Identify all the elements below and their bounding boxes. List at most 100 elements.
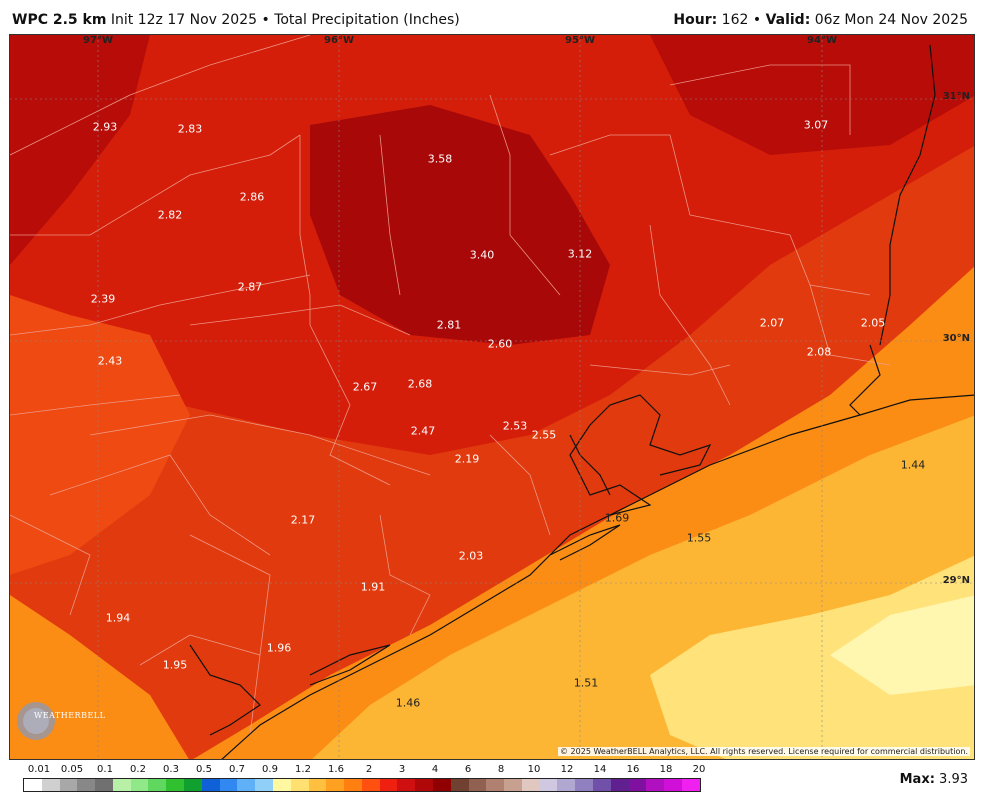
precip-value: 2.60 bbox=[487, 337, 513, 351]
lon-label-95w: 95°W bbox=[565, 35, 595, 46]
title-separator: • bbox=[261, 12, 270, 28]
legend-swatch bbox=[628, 779, 647, 791]
graticule bbox=[10, 35, 974, 759]
precip-value: 2.81 bbox=[436, 318, 462, 332]
legend-swatch bbox=[344, 779, 362, 791]
legend-swatch bbox=[557, 779, 576, 791]
lon-label-97w: 97°W bbox=[83, 35, 113, 46]
legend-tick-label: 0.1 bbox=[97, 764, 113, 775]
precip-field-ne bbox=[650, 35, 974, 155]
legend-swatch bbox=[148, 779, 167, 791]
precip-field-west bbox=[10, 295, 190, 575]
precip-value: 1.46 bbox=[395, 696, 421, 710]
legend-swatch bbox=[539, 779, 558, 791]
legend-swatch bbox=[59, 779, 78, 791]
legend-swatch bbox=[379, 779, 398, 791]
legend-swatch bbox=[237, 779, 256, 791]
precip-field-offshore-min bbox=[830, 595, 974, 695]
legend-swatch bbox=[504, 779, 522, 791]
precip-field-nw bbox=[10, 35, 150, 265]
legend-tick-label: 18 bbox=[659, 764, 673, 775]
legend-swatch bbox=[95, 779, 113, 791]
legend-swatch bbox=[255, 779, 273, 791]
legend-swatch bbox=[219, 779, 238, 791]
legend-swatch bbox=[415, 779, 433, 791]
precip-field-core bbox=[310, 105, 610, 345]
precip-value: 2.07 bbox=[759, 316, 785, 330]
valid-time-block: Hour: 162 • Valid: 06z Mon 24 Nov 2025 bbox=[673, 12, 968, 28]
lat-label-29n: 29°N bbox=[942, 575, 970, 586]
precip-value: 2.05 bbox=[860, 316, 886, 330]
precip-value: 1.51 bbox=[573, 676, 599, 690]
legend-tick-label: 4 bbox=[431, 764, 439, 775]
precip-value: 2.82 bbox=[157, 208, 183, 222]
legend-swatch bbox=[397, 779, 416, 791]
precip-legend: 0.01 0.05 0.1 0.2 0.3 0.5 0.7 0.9 1.2 1.6 2 3 4 6 8 10 1… bbox=[23, 764, 706, 794]
precip-map: 97°W 96°W 95°W 94°W 31°N 30°N 29°N 2.93 … bbox=[9, 34, 975, 760]
legend-swatch bbox=[450, 779, 469, 791]
hour-label: Hour: bbox=[673, 12, 718, 28]
legend-tick-label: 1.6 bbox=[328, 764, 344, 775]
model-name: WPC 2.5 km bbox=[12, 12, 107, 28]
lat-label-31n: 31°N bbox=[942, 91, 970, 102]
legend-swatch bbox=[77, 779, 96, 791]
legend-swatch bbox=[112, 779, 131, 791]
legend-swatch bbox=[610, 779, 629, 791]
legend-tick-label: 10 bbox=[527, 764, 541, 775]
precip-value: 2.17 bbox=[290, 513, 316, 527]
precip-value: 1.91 bbox=[360, 580, 386, 594]
max-value: 3.93 bbox=[939, 772, 968, 787]
legend-tick-label: 2 bbox=[365, 764, 373, 775]
legend-tick-label: 14 bbox=[593, 764, 607, 775]
legend-tick-label: 0.3 bbox=[163, 764, 179, 775]
precip-value: 1.44 bbox=[900, 458, 926, 472]
legend-tick-label: 16 bbox=[626, 764, 640, 775]
precip-value: 2.53 bbox=[502, 419, 528, 433]
lat-label-30n: 30°N bbox=[942, 333, 970, 344]
init-time: Init 12z 17 Nov 2025 bbox=[110, 12, 258, 28]
coastline bbox=[189, 44, 974, 759]
hour-value: 162 bbox=[721, 12, 749, 28]
legend-swatch bbox=[184, 779, 202, 791]
legend-swatch bbox=[308, 779, 327, 791]
valid-separator: • bbox=[752, 12, 762, 28]
legend-swatch bbox=[681, 779, 700, 791]
valid-value: 06z Mon 24 Nov 2025 bbox=[814, 12, 968, 28]
precip-value: 2.83 bbox=[177, 122, 203, 136]
precip-value: 2.43 bbox=[97, 354, 123, 368]
precip-value: 1.55 bbox=[686, 531, 712, 545]
precip-value: 2.86 bbox=[239, 190, 265, 204]
precip-value: 1.96 bbox=[266, 641, 292, 655]
legend-swatch bbox=[486, 779, 505, 791]
legend-tick-label: 0.9 bbox=[262, 764, 278, 775]
map-title: WPC 2.5 km Init 12z 17 Nov 2025 • Total … bbox=[12, 12, 460, 28]
legend-swatch bbox=[521, 779, 540, 791]
precip-value: 2.93 bbox=[92, 120, 118, 134]
legend-swatch bbox=[593, 779, 611, 791]
legend-swatch bbox=[130, 779, 149, 791]
precip-value: 2.03 bbox=[458, 549, 484, 563]
precip-value: 2.19 bbox=[454, 452, 480, 466]
precip-value: 2.55 bbox=[531, 428, 557, 442]
precip-value: 2.68 bbox=[407, 377, 433, 391]
precip-value: 2.39 bbox=[90, 292, 116, 306]
legend-tick-label: 0.05 bbox=[60, 764, 84, 775]
precip-value: 3.12 bbox=[567, 247, 593, 261]
precip-value: 3.07 bbox=[803, 118, 829, 132]
weatherbell-logo-icon bbox=[17, 702, 55, 740]
legend-swatch bbox=[432, 779, 451, 791]
precip-value: 2.08 bbox=[806, 345, 832, 359]
legend-swatch bbox=[468, 779, 487, 791]
legend-swatch bbox=[646, 779, 665, 791]
legend-swatch bbox=[24, 779, 42, 791]
legend-swatch bbox=[290, 779, 309, 791]
legend-tick-label: 0.01 bbox=[27, 764, 51, 775]
legend-swatch bbox=[166, 779, 185, 791]
legend-labels: 0.01 0.05 0.1 0.2 0.3 0.5 0.7 0.9 1.2 1.6 2 3 4 6 8 10 1… bbox=[23, 764, 706, 778]
legend-tick-label: 20 bbox=[692, 764, 706, 775]
legend-tick-label: 1.2 bbox=[295, 764, 311, 775]
legend-swatch bbox=[664, 779, 682, 791]
product-name: Total Precipitation (Inches) bbox=[274, 12, 460, 28]
legend-swatch bbox=[201, 779, 220, 791]
weatherbell-logo: WEATHERBELL bbox=[16, 699, 105, 739]
